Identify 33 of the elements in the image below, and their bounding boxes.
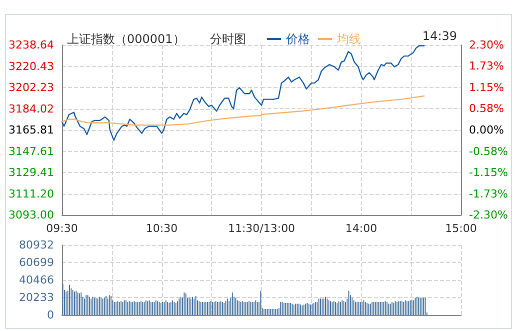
y2-tick-label: 2.30% xyxy=(469,38,504,52)
x-tick-label: 10:30 xyxy=(146,222,178,235)
y2-tick-label: -2.30% xyxy=(469,208,508,222)
chart-subtitle: 分时图 xyxy=(210,32,246,46)
y-tick-label: 80932 xyxy=(19,238,54,252)
y2-tick-label: 0.00% xyxy=(469,124,504,136)
y2-tick-label: -1.73% xyxy=(469,187,508,200)
chart-title: 上证指数（000001） xyxy=(67,32,185,46)
y-tick-label: 3184.02 xyxy=(8,102,54,116)
legend-label: 价格 xyxy=(285,32,310,46)
y-tick-label: 3165.81 xyxy=(8,124,54,137)
y-tick-label: 3093.00 xyxy=(8,208,54,222)
x-tick-label: 15:00 xyxy=(445,222,477,235)
y-tick-label: 20233 xyxy=(19,291,54,304)
x-tick-label: 09:30 xyxy=(46,222,78,235)
y-tick-label: 60699 xyxy=(19,256,54,269)
y-tick-label: 40466 xyxy=(19,274,54,286)
legend-label: 均线 xyxy=(336,32,361,46)
y2-tick-label: -1.15% xyxy=(469,166,508,179)
text: 14:39 xyxy=(422,29,458,43)
x-tick-label: 14:00 xyxy=(345,222,378,235)
y-tick-label: 3147.61 xyxy=(8,144,54,158)
y2-tick-label: 1.73% xyxy=(469,60,504,73)
y-tick-label: 3202.23 xyxy=(8,81,54,94)
y2-tick-label: 0.58% xyxy=(469,102,504,116)
y-tick-label: 3111.20 xyxy=(8,187,54,200)
x-tick-label: 11:30/13:00 xyxy=(228,222,296,235)
y-tick-label: 3220.43 xyxy=(8,60,54,73)
y-tick-label: 3129.41 xyxy=(8,166,54,179)
y-tick-label: 0 xyxy=(47,308,54,322)
y2-tick-label: -0.58% xyxy=(469,144,508,158)
y-tick-label: 3238.64 xyxy=(8,38,54,52)
y2-tick-label: 1.15% xyxy=(469,81,504,94)
